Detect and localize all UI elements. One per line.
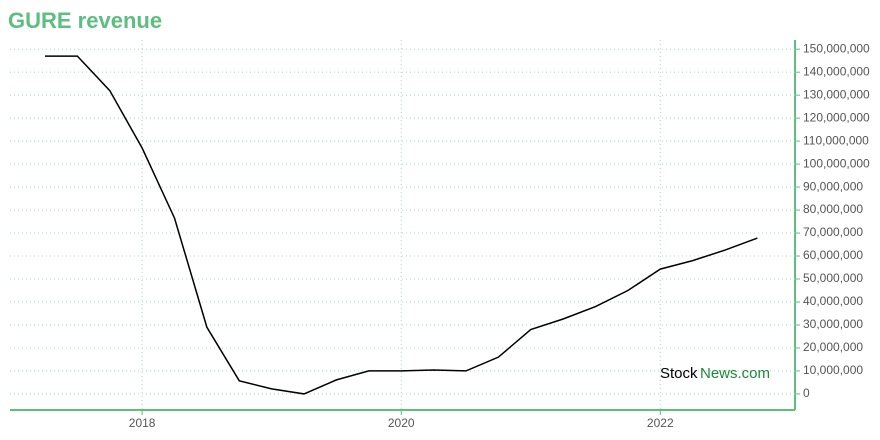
y-tick-label: 130,000,000 (803, 87, 870, 101)
y-tick-label: 100,000,000 (803, 156, 870, 170)
y-tick-label: 30,000,000 (803, 317, 863, 331)
y-tick-label: 70,000,000 (803, 225, 863, 239)
watermark-stock: Stock (660, 365, 698, 382)
y-tick-label: 50,000,000 (803, 271, 863, 285)
line (44, 55, 758, 395)
y-tick-label: 60,000,000 (803, 248, 863, 262)
y-tick-label: 110,000,000 (803, 133, 869, 147)
y-tick-label: 140,000,000 (803, 64, 870, 78)
y-tick-label: 10,000,000 (803, 363, 863, 377)
y-tick-label: 0 (803, 386, 810, 400)
watermark-news: News.com (700, 365, 770, 382)
x-tick-label: 2018 (129, 416, 156, 430)
y-tick-label: 40,000,000 (803, 294, 863, 308)
y-tick-label: 80,000,000 (803, 202, 863, 216)
y-tick-label: 20,000,000 (803, 340, 863, 354)
y-tick-label: 120,000,000 (803, 110, 870, 124)
y-tick-label: 150,000,000 (803, 41, 870, 55)
chart-title: GURE revenue (8, 8, 162, 33)
y-tick-label: 90,000,000 (803, 179, 863, 193)
x-tick-label: 2020 (388, 416, 415, 430)
x-tick-label: 2022 (647, 416, 674, 430)
